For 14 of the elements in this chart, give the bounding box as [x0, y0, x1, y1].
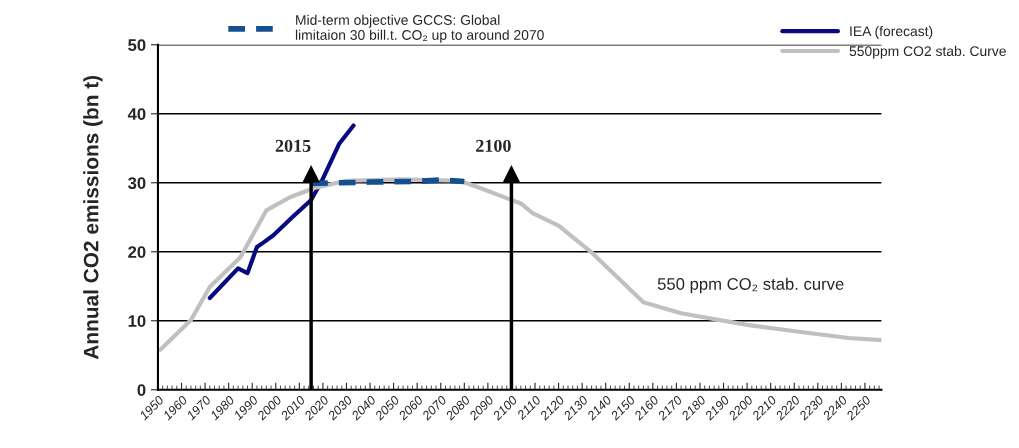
line-series	[207, 123, 356, 301]
annotation: 550 ppm CO₂ stab. curve	[657, 277, 844, 294]
legend-label: IEA (forecast)	[850, 25, 933, 39]
ref-line-label: 2015	[275, 139, 311, 152]
y-tick-label: 50	[128, 39, 146, 51]
y-tick-label: 30	[127, 177, 146, 190]
y-tick-label: 10	[128, 315, 146, 327]
y-tick-label: 0	[137, 384, 146, 396]
ref-line-label: 2100	[476, 139, 511, 152]
legend-label: Mid-term objective GCCS: Global limitaion 30 bill.t. CO₂ up to around 2070	[295, 14, 544, 43]
y-axis-title: Annual CO2 emissions (bn t)	[83, 75, 103, 360]
y-tick-label: 20	[128, 246, 146, 258]
y-tick-label: 40	[127, 108, 146, 120]
legend-label: 550ppm CO2 stab. Curve	[849, 45, 1006, 59]
